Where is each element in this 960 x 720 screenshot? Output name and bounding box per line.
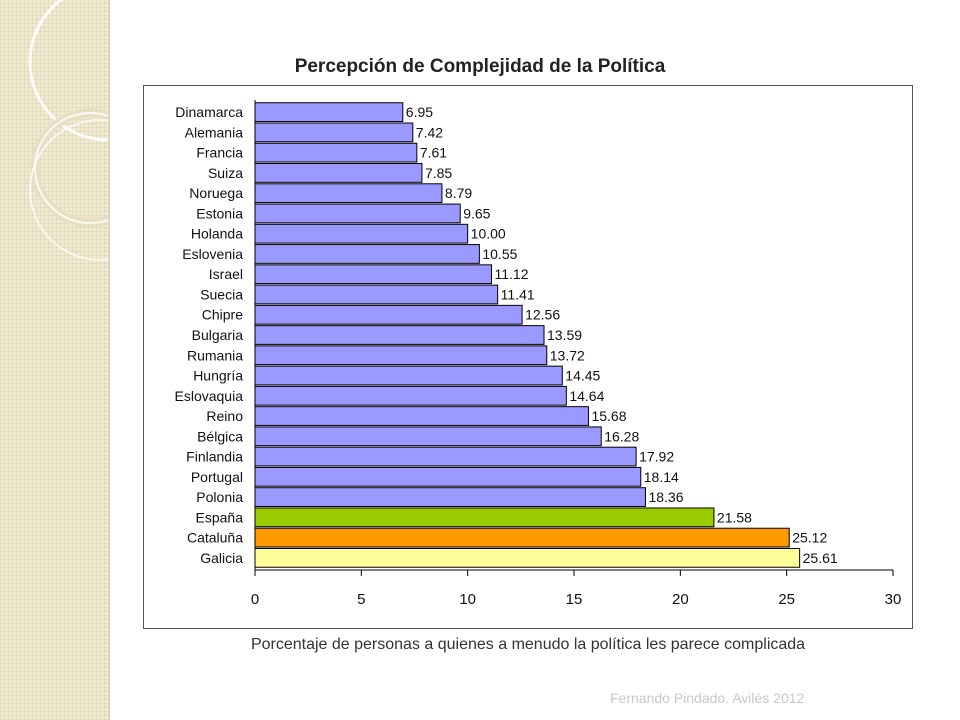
category-label-portugal: Portugal	[191, 469, 243, 485]
category-label-finlandia: Finlandia	[186, 449, 243, 465]
value-label-suecia: 11.41	[501, 286, 535, 302]
category-label-rumania: Rumania	[187, 347, 243, 363]
category-label-reino: Reino	[206, 408, 243, 424]
category-label-holanda: Holanda	[191, 226, 243, 242]
bar-bulgaria	[254, 325, 545, 345]
category-label-galicia: Galicia	[200, 550, 243, 566]
bar-belgica	[254, 426, 602, 447]
category-label-cataluna: Cataluña	[187, 530, 243, 546]
bar-cataluna	[254, 527, 790, 548]
value-label-reino: 15.68	[591, 408, 626, 424]
value-label-cataluna: 25.12	[792, 530, 827, 546]
category-label-suecia: Suecia	[200, 286, 243, 302]
footer-credit: Fernando Pindado. Avilés 2012	[610, 690, 805, 706]
bar-eslovaquia	[254, 385, 567, 406]
category-label-israel: Israel	[209, 266, 243, 282]
chart-title: Percepción de Complejidad de la Política	[294, 56, 666, 77]
category-label-chipre: Chipre	[202, 307, 243, 323]
value-label-galicia: 25.61	[803, 550, 838, 566]
value-label-suiza: 7.85	[425, 165, 452, 181]
bar-dinamarca	[254, 102, 404, 123]
category-label-bulgaria: Bulgaria	[192, 327, 244, 343]
bar-alemania	[254, 122, 414, 143]
value-label-israel: 11.12	[494, 266, 528, 282]
x-tick-label-0: 0	[251, 591, 259, 608]
decorative-rings	[28, 0, 108, 261]
category-label-suiza: Suiza	[208, 165, 243, 181]
bar-suecia	[254, 284, 499, 305]
category-label-estonia: Estonia	[196, 205, 243, 221]
x-axis-label: Porcentaje de personas a quienes a menud…	[250, 636, 806, 653]
bar-reino	[254, 406, 589, 426]
x-tick-label-25: 25	[778, 591, 795, 608]
value-label-eslovenia: 10.55	[482, 246, 517, 262]
category-label-espana: España	[196, 509, 244, 525]
value-label-noruega: 8.79	[445, 185, 472, 201]
bar-eslovenia	[254, 244, 480, 264]
bar-francia	[254, 142, 418, 163]
bar-estonia	[254, 203, 461, 224]
bar-chipre	[254, 304, 523, 325]
value-label-portugal: 18.14	[644, 469, 679, 485]
value-label-hungria: 14.45	[565, 368, 600, 384]
bar-finlandia	[254, 446, 637, 467]
x-tick-label-30: 30	[885, 591, 902, 608]
x-tick-label-20: 20	[672, 591, 689, 608]
bar-rumania	[254, 345, 548, 366]
x-tick-label-15: 15	[566, 591, 583, 608]
x-tick-label-5: 5	[357, 591, 365, 608]
category-label-noruega: Noruega	[189, 185, 243, 201]
value-label-alemania: 7.42	[416, 124, 443, 140]
bar-israel	[254, 264, 492, 285]
bar-holanda	[254, 223, 469, 244]
category-label-belgica: Bélgica	[197, 428, 243, 444]
value-label-espana: 21.58	[717, 509, 752, 525]
bar-polonia	[254, 487, 646, 507]
category-label-polonia: Polonia	[196, 489, 243, 505]
bar-noruega	[254, 183, 443, 204]
value-label-bulgaria: 13.59	[547, 327, 582, 343]
decorative-side-panel	[0, 0, 110, 720]
category-label-eslovaquia: Eslovaquia	[175, 388, 244, 404]
bar-galicia	[254, 547, 801, 568]
value-label-finlandia: 17.92	[639, 449, 674, 465]
category-label-dinamarca: Dinamarca	[175, 104, 243, 120]
value-label-polonia: 18.36	[648, 489, 683, 505]
bar-portugal	[254, 466, 642, 487]
bar-suiza	[254, 163, 423, 183]
value-label-francia: 7.61	[420, 145, 447, 161]
value-label-rumania: 13.72	[550, 347, 585, 363]
value-label-dinamarca: 6.95	[406, 104, 433, 120]
value-label-belgica: 16.28	[604, 428, 639, 444]
category-label-hungria: Hungría	[193, 368, 243, 384]
category-label-alemania: Alemania	[185, 124, 244, 140]
bar-hungria	[254, 365, 563, 386]
bar-espana	[254, 507, 715, 528]
category-label-francia: Francia	[196, 145, 243, 161]
value-label-chipre: 12.56	[525, 307, 560, 323]
x-tick-label-10: 10	[459, 591, 476, 608]
value-label-holanda: 10.00	[471, 226, 506, 242]
category-label-eslovenia: Eslovenia	[182, 246, 243, 262]
value-label-eslovaquia: 14.64	[569, 388, 604, 404]
value-label-estonia: 9.65	[463, 205, 490, 221]
